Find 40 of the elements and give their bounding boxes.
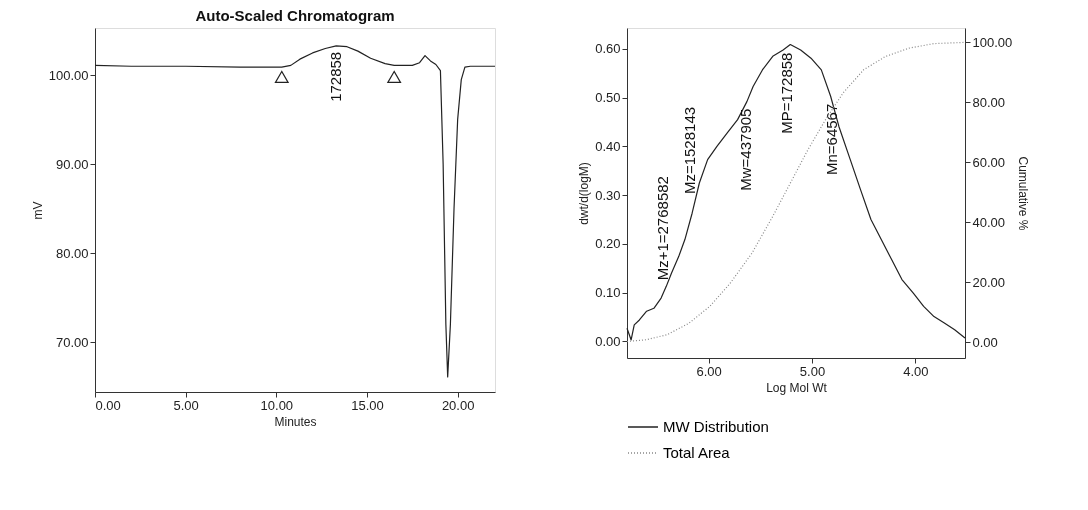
y2-tick-label: 40.00 — [972, 214, 1006, 230]
x-tick-label: 20.00 — [441, 397, 475, 413]
y-tick-label: 0.60 — [595, 41, 621, 57]
y-tick-label: 0.20 — [595, 236, 621, 252]
x-axis-title: Log Mol Wt — [766, 380, 828, 395]
y2-tick-label: 20.00 — [972, 274, 1006, 290]
x-axis-title: Minutes — [274, 414, 317, 429]
y-tick-label: 0.40 — [595, 138, 621, 154]
annotation: 172858 — [327, 51, 345, 102]
x-tick-label: 5.00 — [799, 363, 826, 379]
y-axis-title: dwt/d(logM) — [577, 162, 592, 225]
y-tick-label: 70.00 — [55, 334, 89, 350]
y-tick-label: 0.00 — [595, 333, 621, 349]
x-tick-label: 0.00 — [95, 397, 121, 413]
x-tick-label: 6.00 — [696, 363, 722, 379]
legend-label: MW Distribution — [663, 418, 769, 435]
y-tick-label: 90.00 — [55, 156, 89, 172]
annotation: Mn=64567 — [822, 103, 840, 176]
y-axis-title: mV — [30, 201, 45, 220]
y-tick-label: 0.10 — [595, 285, 621, 301]
line-series — [94, 45, 496, 378]
y2-axis-title: Cumulative % — [1016, 156, 1031, 231]
x-tick-label: 4.00 — [903, 363, 929, 379]
y2-tick-label: 0.00 — [972, 334, 998, 350]
legend-label: Total Area — [663, 444, 731, 461]
y2-tick-label: 100.00 — [972, 34, 1013, 50]
y-tick-label: 80.00 — [55, 245, 89, 261]
x-tick-label: 10.00 — [260, 397, 294, 413]
chart-title: Auto-Scaled Chromatogram — [195, 7, 395, 24]
annotation: Mz=1528143 — [681, 106, 699, 195]
y2-tick-label: 80.00 — [972, 94, 1006, 110]
y-tick-label: 0.30 — [595, 187, 621, 203]
annotation: Mw=437905 — [736, 108, 754, 191]
x-tick-label: 15.00 — [351, 397, 384, 413]
annotation: Mz+1=2768582 — [654, 176, 672, 281]
y-tick-label: 100.00 — [48, 67, 89, 83]
x-tick-label: 5.00 — [173, 397, 199, 413]
y-tick-label: 0.50 — [595, 90, 621, 106]
y2-tick-label: 60.00 — [972, 154, 1006, 170]
annotation: MP=172858 — [778, 52, 796, 134]
